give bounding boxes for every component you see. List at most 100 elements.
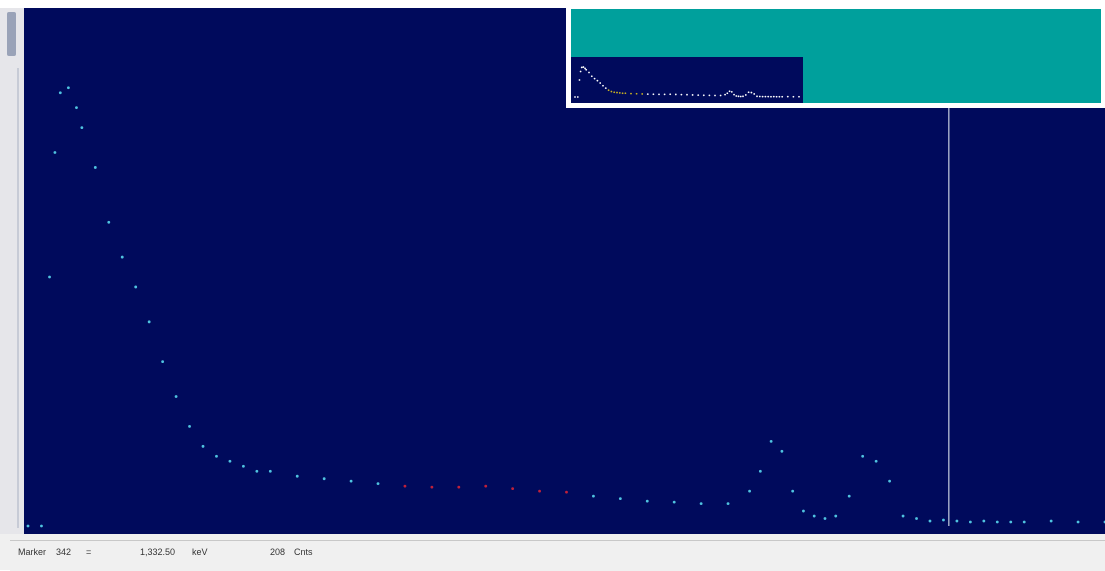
spectrum-data-point xyxy=(982,519,986,523)
overview-data-point xyxy=(599,82,602,84)
overview-data-point xyxy=(726,92,729,95)
spectrum-data-point xyxy=(376,482,380,486)
overview-data-point xyxy=(630,92,632,95)
spectrum-data-point xyxy=(823,517,827,520)
spectrum-data-point xyxy=(201,444,205,448)
overview-data-point xyxy=(772,95,775,98)
equals-sign: = xyxy=(86,547,92,557)
overview-data-point xyxy=(652,93,655,96)
marker-channel: 342 xyxy=(56,547,72,557)
overview-data-point xyxy=(737,95,740,98)
overview-data-point xyxy=(730,91,733,93)
overview-data-point xyxy=(596,79,599,82)
spectrum-data-point xyxy=(645,499,649,503)
spectrum-data-point xyxy=(1049,519,1053,523)
scrollbar-track xyxy=(17,68,19,528)
scrollbar-thumb[interactable] xyxy=(7,12,16,56)
overview-data-point xyxy=(691,94,694,96)
spectrum-data-point xyxy=(928,519,932,523)
overview-data-point xyxy=(733,93,735,96)
spectrum-data-point xyxy=(107,220,111,224)
overview-data-point xyxy=(744,94,747,96)
roi-data-point xyxy=(565,490,568,494)
spectrum-data-point xyxy=(48,275,51,279)
marker-counts: 208 xyxy=(270,547,286,557)
overview-data-point xyxy=(714,94,716,97)
roi-data-point xyxy=(430,485,434,489)
overview-data-point xyxy=(610,90,613,93)
marker-label: Marker xyxy=(18,547,47,557)
overview-data-point xyxy=(593,77,596,80)
overview-data-point xyxy=(739,95,742,98)
overview-data-point xyxy=(658,93,660,96)
overview-data-point xyxy=(702,94,705,97)
spectrum-data-point xyxy=(134,285,138,289)
spectrum-data-point xyxy=(748,489,751,493)
spectrum-data-point xyxy=(942,518,945,522)
spectrum-data-point xyxy=(26,524,30,528)
spectrum-data-point xyxy=(161,360,165,364)
spectrum-data-point xyxy=(758,469,762,473)
overview-data-point xyxy=(580,66,583,69)
spectrum-data-point xyxy=(726,502,730,505)
overview-data-point xyxy=(747,91,750,94)
overview-data-point xyxy=(753,93,756,95)
spectrum-data-point xyxy=(901,514,905,518)
spectrum-data-point xyxy=(618,497,622,501)
overview-data-point xyxy=(588,71,590,74)
overview-data-point xyxy=(775,95,778,98)
spectrum-data-point xyxy=(147,320,151,324)
spectrum-data-point xyxy=(915,517,918,520)
overview-data-point xyxy=(584,67,586,70)
spectrum-data-point xyxy=(188,425,191,428)
overview-data-point xyxy=(590,75,593,78)
spectrum-data-point xyxy=(349,479,353,483)
overview-data-point xyxy=(742,95,744,98)
overview-data-point xyxy=(724,93,726,96)
overview-data-point xyxy=(635,92,638,95)
counts-unit: Cnts xyxy=(294,547,313,557)
spectrum-data-point xyxy=(40,524,43,528)
overview-background[interactable] xyxy=(571,9,1101,103)
spectrum-data-point xyxy=(672,500,676,504)
vertical-scrollbar[interactable] xyxy=(0,8,24,534)
spectrum-chart[interactable] xyxy=(24,8,1105,534)
overview-data-point xyxy=(674,93,677,96)
overview-data-point xyxy=(697,94,700,97)
spectrum-data-point xyxy=(268,469,272,473)
overview-data-point xyxy=(604,87,607,90)
overview-data-point xyxy=(750,91,753,94)
overview-data-point xyxy=(607,89,610,92)
overview-data-point xyxy=(758,95,761,98)
overview-data-point xyxy=(582,66,585,68)
spectrum-data-point xyxy=(228,459,232,463)
overview-data-point xyxy=(574,96,576,98)
roi-data-point xyxy=(511,487,515,491)
spectrum-data-point xyxy=(93,166,97,169)
overview-panel[interactable] xyxy=(566,4,1105,108)
overview-data-point xyxy=(579,70,582,73)
spectrum-data-point xyxy=(75,106,78,110)
overview-data-point xyxy=(798,95,800,98)
overview-data-point xyxy=(770,95,772,98)
overview-chart[interactable] xyxy=(571,57,803,103)
spectrum-data-point xyxy=(80,126,84,129)
spectrum-data-point xyxy=(874,459,878,463)
overview-data-point xyxy=(786,95,789,98)
overview-data-point xyxy=(669,93,672,96)
overview-data-point xyxy=(735,95,738,97)
spectrum-data-point xyxy=(699,502,703,505)
spectrum-data-point xyxy=(592,494,595,498)
spectrum-data-point xyxy=(888,479,891,483)
overview-data-point xyxy=(616,91,618,94)
spectrum-data-point xyxy=(861,454,865,458)
roi-data-point xyxy=(403,484,407,488)
roi-data-point xyxy=(538,489,541,493)
overview-data-point xyxy=(778,95,781,98)
energy-unit: keV xyxy=(192,547,208,557)
overview-data-point xyxy=(613,91,616,94)
overview-data-point xyxy=(792,95,795,98)
overview-data-point xyxy=(578,79,581,81)
overview-data-point xyxy=(761,95,764,98)
